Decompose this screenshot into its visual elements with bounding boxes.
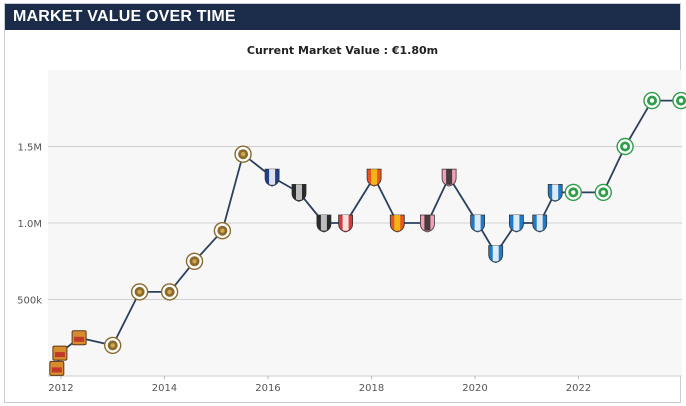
y-tick-label: 500k [17, 296, 42, 307]
club-crest-marker[interactable] [532, 214, 548, 233]
club-crest-marker[interactable] [316, 214, 332, 233]
club-crest-marker[interactable] [160, 283, 179, 301]
club-crest-marker[interactable] [470, 214, 486, 233]
club-crest-marker[interactable] [103, 336, 122, 355]
club-crest-marker[interactable] [389, 214, 405, 233]
current-market-value-label: Current Market Value : €1.80m [246, 44, 439, 57]
club-crest-marker[interactable] [509, 214, 524, 233]
y-tick-label: 1.5M [17, 143, 42, 154]
x-tick-label: 2022 [566, 383, 591, 394]
x-tick-label: 2016 [255, 383, 280, 394]
x-tick-label: 2018 [359, 383, 384, 394]
club-crest-marker[interactable] [264, 168, 280, 187]
club-crest-marker[interactable] [419, 214, 435, 233]
x-tick-label: 2014 [152, 383, 177, 394]
panel-header: MARKET VALUE OVER TIME [5, 4, 680, 30]
x-tick-label: 2020 [462, 383, 487, 394]
club-crest-marker[interactable] [213, 221, 232, 240]
club-crest-marker[interactable] [71, 330, 87, 346]
club-crest-marker[interactable] [234, 145, 252, 163]
club-crest-marker[interactable] [185, 252, 204, 270]
club-crest-marker[interactable] [547, 183, 563, 202]
club-crest-marker[interactable] [488, 245, 504, 264]
club-crest-marker[interactable] [643, 91, 661, 110]
club-crest-marker[interactable] [291, 183, 307, 202]
club-crest-marker[interactable] [52, 345, 68, 361]
club-crest-marker[interactable] [672, 91, 686, 110]
club-crest-marker[interactable] [366, 168, 382, 187]
club-crest-marker[interactable] [594, 183, 612, 202]
club-crest-marker[interactable] [49, 360, 65, 376]
club-crest-marker[interactable] [130, 283, 149, 301]
club-crest-marker[interactable] [338, 214, 354, 233]
club-crest-marker[interactable] [564, 183, 582, 202]
x-tick-label: 2012 [48, 383, 73, 394]
club-crest-marker[interactable] [441, 168, 457, 187]
club-crest-marker[interactable] [616, 137, 634, 156]
y-tick-label: 1.0M [17, 219, 42, 230]
panel-title: MARKET VALUE OVER TIME [13, 8, 236, 25]
